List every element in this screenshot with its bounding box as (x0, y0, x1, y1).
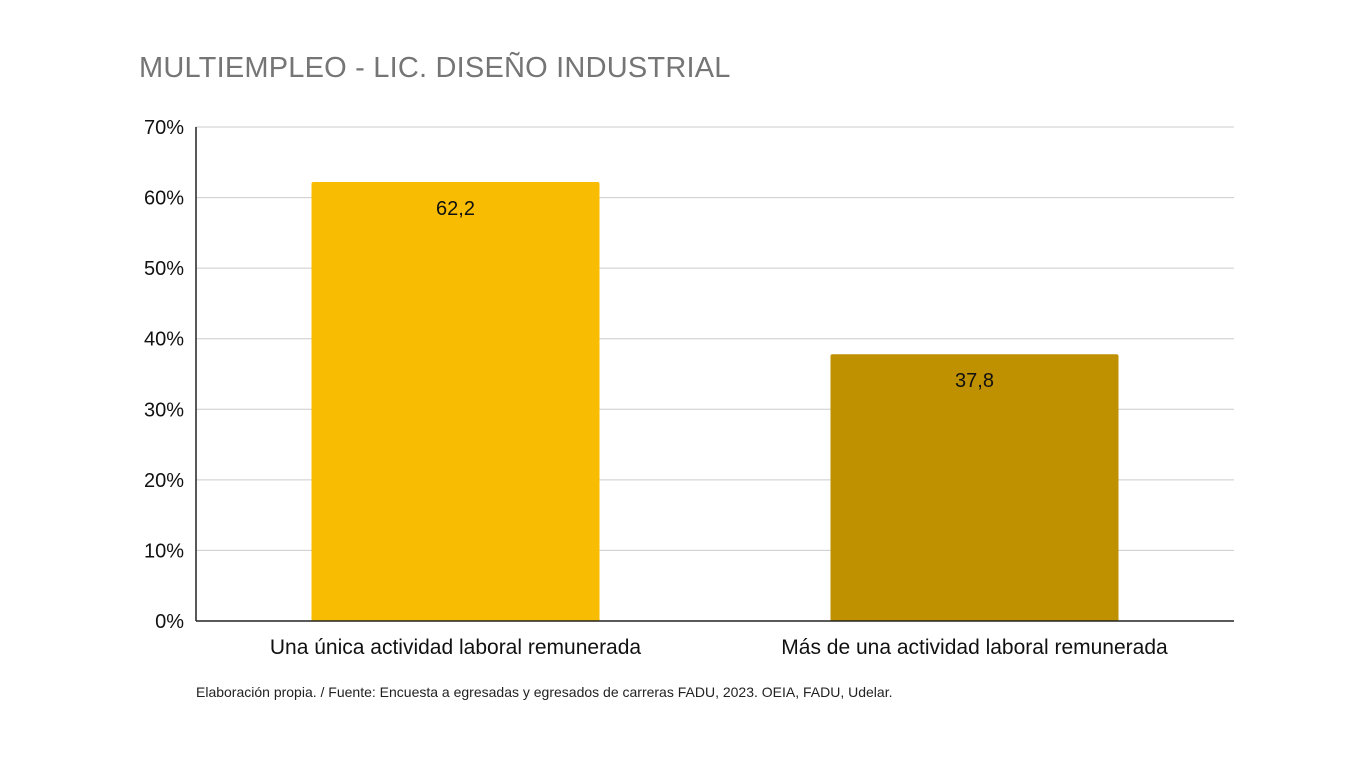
bar (830, 354, 1119, 621)
x-tick-label: Una única actividad laboral remunerada (270, 636, 642, 659)
y-tick-label: 0% (155, 611, 184, 633)
y-tick-label: 50% (144, 258, 184, 280)
y-tick-label: 60% (144, 188, 184, 210)
data-label: 62,2 (436, 198, 475, 220)
y-tick-label: 10% (144, 540, 184, 562)
chart-title: MULTIEMPLEO - LIC. DISEÑO INDUSTRIAL (139, 52, 731, 84)
source-note: Elaboración propia. / Fuente: Encuesta a… (196, 684, 893, 700)
y-tick-label: 40% (144, 329, 184, 351)
data-label: 37,8 (955, 370, 994, 392)
x-tick-label: Más de una actividad laboral remunerada (781, 636, 1168, 659)
y-tick-label: 70% (144, 117, 184, 139)
bar (311, 182, 600, 621)
y-tick-label: 30% (144, 399, 184, 421)
y-tick-label: 20% (144, 470, 184, 492)
